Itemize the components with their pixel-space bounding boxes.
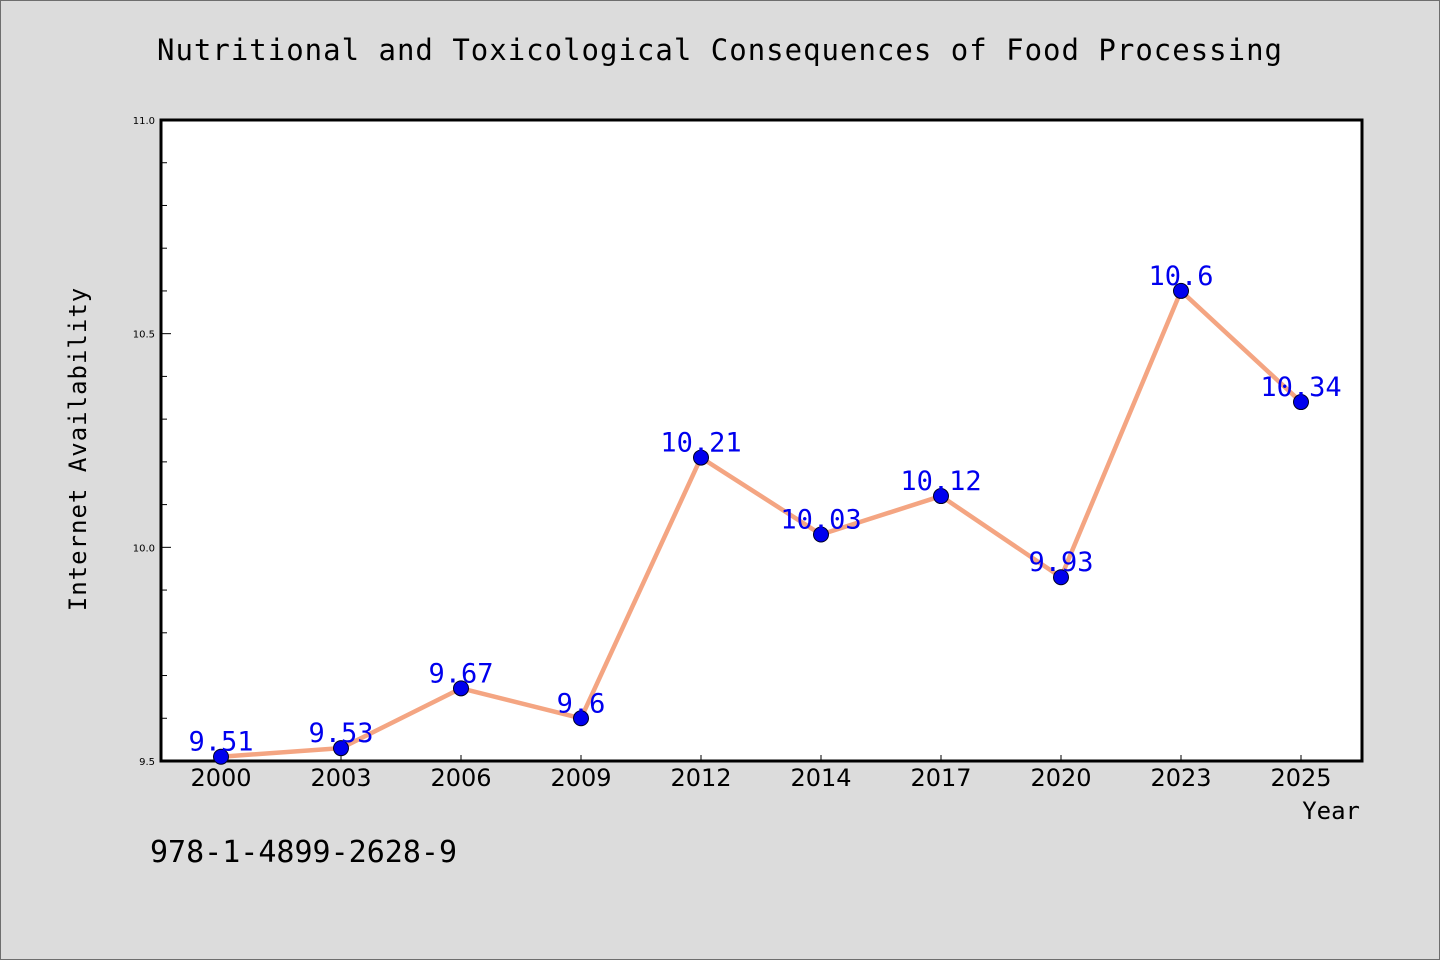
y-tick-label: 10.5 (133, 330, 155, 341)
data-label: 9.93 (1028, 547, 1093, 578)
data-labels: 9.51 9.53 9.67 9.6 10.21 10.03 10.12 9.93 10.6 10… (188, 261, 1341, 758)
data-label: 10.6 (1148, 261, 1213, 292)
data-label: 10.21 (660, 428, 741, 459)
data-label: 9.53 (308, 718, 373, 749)
x-tick-label: 2000 (190, 764, 251, 792)
x-tick-label: 2025 (1270, 764, 1331, 792)
data-point (213, 748, 229, 765)
data-point (1053, 569, 1069, 586)
data-label: 10.34 (1260, 372, 1341, 403)
y-axis: 9.5 10.0 10.5 11.0 (133, 116, 171, 768)
x-axis-label: Year (1302, 797, 1360, 825)
x-tick-label: 2009 (550, 764, 611, 792)
data-label: 9.67 (428, 658, 493, 689)
x-tick-label: 2023 (1150, 764, 1211, 792)
x-tick-label: 2012 (670, 764, 731, 792)
x-tick-label: 2006 (430, 764, 491, 792)
data-label: 10.12 (900, 466, 981, 497)
x-tick-label: 2014 (790, 764, 851, 792)
data-label: 9.51 (188, 727, 253, 758)
data-label: 10.03 (780, 505, 861, 536)
y-tick-label: 10.0 (133, 543, 155, 554)
isbn-caption: 978-1-4899-2628-9 (150, 835, 458, 870)
y-tick-label: 9.5 (139, 757, 155, 768)
chart-title: Nutritional and Toxicological Consequenc… (156, 33, 1284, 67)
data-point (693, 449, 709, 466)
series-markers (213, 282, 1309, 765)
x-tick-label: 2020 (1030, 764, 1091, 792)
data-point (573, 710, 589, 727)
x-axis: 2000 2003 2006 2009 2012 2014 2017 2020 2023 2025 (190, 755, 1332, 792)
data-label: 9.6 (557, 688, 606, 719)
data-point (813, 526, 829, 543)
y-tick-label: 11.0 (133, 116, 155, 127)
plot-area (159, 118, 1364, 763)
data-point (933, 488, 949, 505)
x-tick-label: 2003 (310, 764, 371, 792)
data-point (1293, 394, 1309, 411)
data-point (1173, 282, 1189, 299)
data-point (333, 740, 349, 757)
data-point (453, 680, 469, 697)
x-tick-label: 2017 (910, 764, 971, 792)
series-line (220, 288, 1303, 759)
